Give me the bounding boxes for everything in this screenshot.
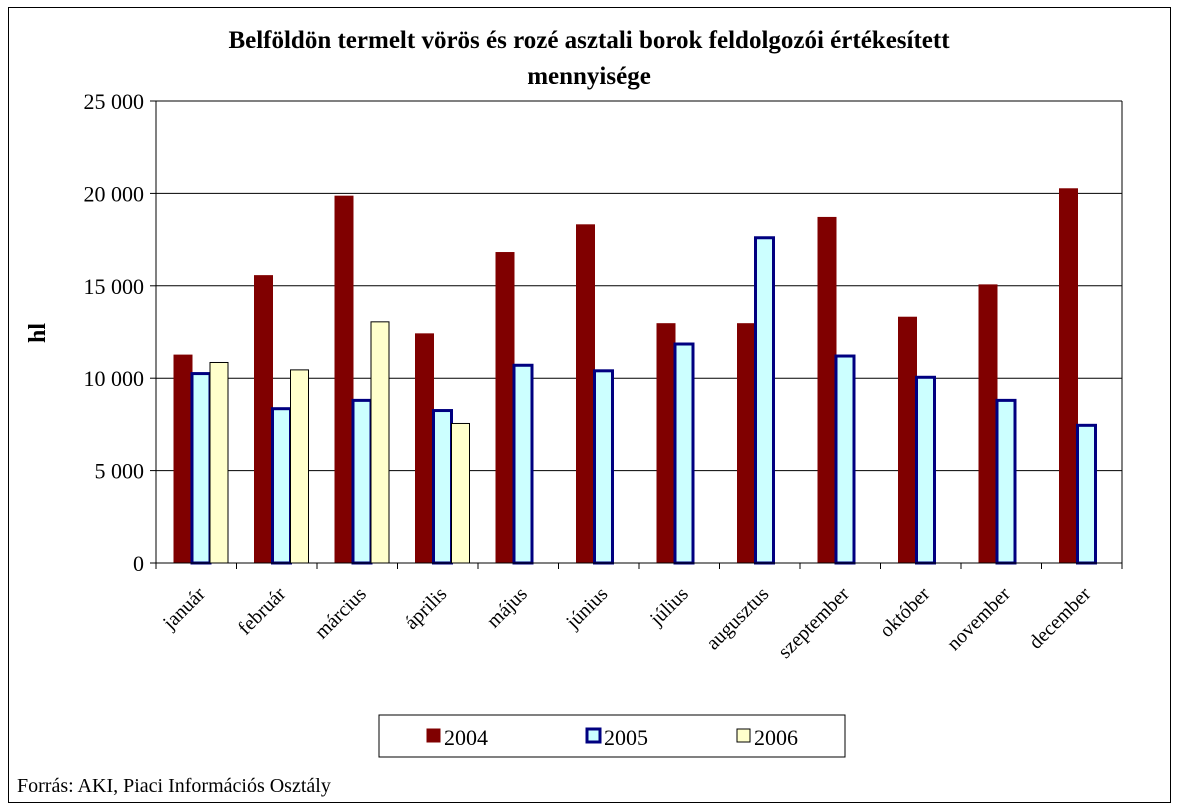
bar-2005-október (915, 375, 936, 565)
bar-2006-február (290, 369, 309, 564)
x-tick-label-október: október (876, 583, 935, 642)
legend-box (378, 714, 846, 758)
x-tick-label-július: július (645, 583, 693, 631)
bar-2005-április (432, 409, 453, 565)
y-tick-label-4: 20 000 (84, 181, 145, 206)
legend-label-2006: 2006 (754, 725, 798, 750)
bar-2005-augusztus (754, 236, 775, 565)
x-tick-label-január: január (158, 583, 210, 635)
bar-2005-december (1076, 423, 1097, 565)
x-tick-label-május: május (482, 583, 531, 632)
x-tick-label-június: június (561, 583, 612, 634)
bar-2005-január (190, 372, 212, 565)
bars-group (173, 188, 1097, 565)
bar-2004-január (173, 354, 193, 564)
y-tick-label-3: 15 000 (84, 274, 145, 299)
bar-2005-június (593, 369, 614, 565)
bar-chart: Belföldön termelt vörös és rozé asztali … (17, 27, 1123, 797)
bar-2005-szeptember (834, 354, 856, 565)
bar-2004-június (576, 224, 595, 564)
x-tick-label-augusztus: augusztus (702, 583, 773, 654)
y-axis-label: hl (25, 323, 51, 343)
y-tick-label-0: 0 (133, 551, 144, 576)
bar-2006-március (370, 321, 390, 564)
bar-2005-március (351, 398, 373, 565)
legend-swatch-2005 (585, 727, 602, 744)
y-tick-label-2: 10 000 (84, 366, 145, 391)
bar-2005-február (271, 407, 292, 565)
legend-label-2005: 2005 (604, 725, 648, 750)
bar-2006-április (451, 422, 470, 564)
legend-swatch-2006 (736, 728, 751, 743)
bar-2004-május (495, 252, 515, 564)
bar-2004-április (415, 333, 434, 564)
chart-frame: Belföldön termelt vörös és rozé asztali … (8, 7, 1171, 803)
legend: 2004 2005 2006 (426, 725, 798, 750)
axes (150, 100, 1123, 569)
x-tick-label-március: március (310, 583, 370, 643)
y-tick-labels: 0 5 000 10 000 15 000 20 000 25 000 (84, 89, 145, 576)
bar-2005-július (673, 342, 695, 565)
x-tick-label-december: december (1025, 583, 1096, 654)
bar-2004-szeptember (817, 216, 837, 564)
bar-2004-november (978, 284, 998, 564)
bar-2004-december (1059, 188, 1078, 564)
x-tick-label-szeptember: szeptember (774, 583, 854, 663)
bar-2004-október (898, 316, 917, 564)
y-tick-label-5: 25 000 (84, 89, 145, 114)
chart-title-line-1: Belföldön termelt vörös és rozé asztali … (228, 27, 950, 54)
bar-2005-november (995, 398, 1017, 565)
bar-2004-március (334, 195, 354, 564)
x-tick-label-február: február (234, 583, 291, 640)
legend-swatch-2004 (426, 728, 441, 743)
x-tick-label-április: április (400, 583, 451, 634)
bar-2005-május (512, 363, 534, 565)
chart-title-line-2: mennyisége (527, 63, 651, 90)
bar-2004-február (254, 275, 273, 564)
bar-2004-augusztus (737, 323, 756, 564)
bar-2004-július (656, 323, 676, 564)
bar-2006-január (209, 361, 229, 564)
x-tick-label-november: november (943, 583, 1015, 655)
x-tick-labels: január február március április május június jú… (158, 583, 1095, 663)
source-note: Forrás: AKI, Piaci Információs Osztály (17, 775, 331, 797)
y-tick-label-1: 5 000 (95, 459, 145, 484)
legend-label-2004: 2004 (444, 725, 488, 750)
